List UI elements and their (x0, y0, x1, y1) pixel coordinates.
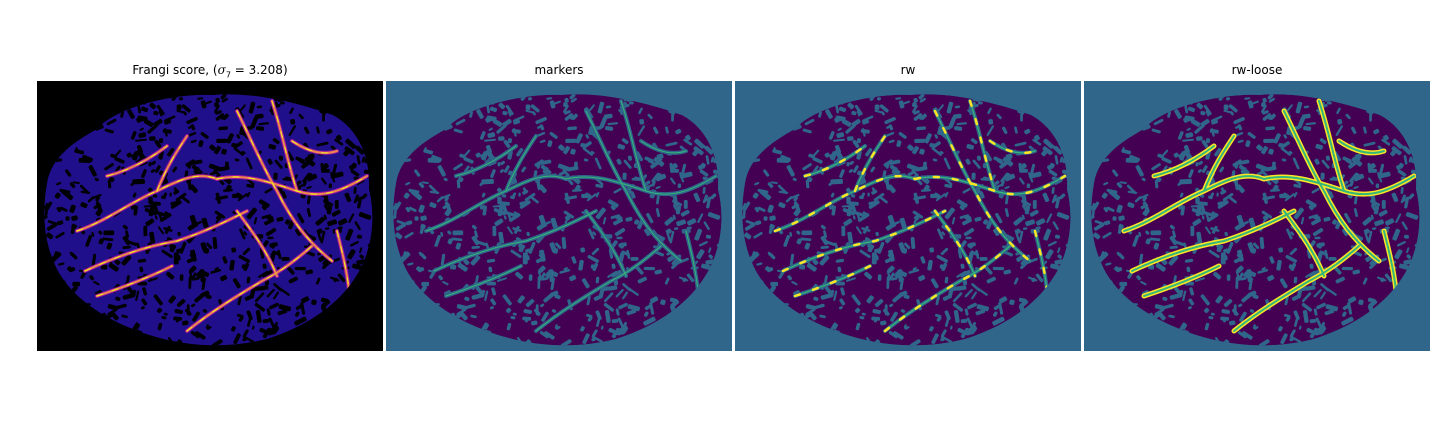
rw-panel-title: rw (900, 63, 916, 77)
frangi-panel-title: Frangi score, (σ7 = 3.208) (132, 63, 288, 80)
rw-image (735, 81, 1081, 351)
rw-loose-image (1084, 81, 1430, 351)
frangi-score-image (37, 81, 383, 351)
tissue-region (393, 94, 722, 346)
tissue-region (742, 94, 1071, 346)
rw-loose-panel-title: rw-loose (1231, 63, 1283, 77)
tissue-region (1091, 94, 1420, 346)
markers-panel-title: markers (534, 63, 584, 77)
markers-image (386, 81, 732, 351)
